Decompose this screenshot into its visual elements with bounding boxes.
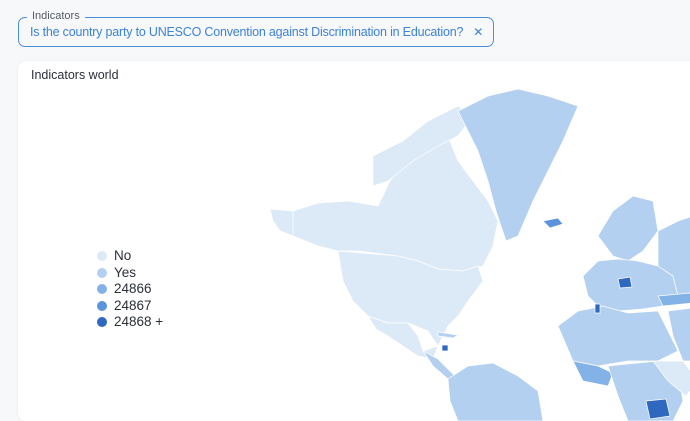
- legend-label: Yes: [114, 264, 137, 280]
- indicators-label: Indicators: [27, 9, 85, 23]
- region-north-africa[interactable]: [557, 305, 679, 367]
- legend-item-24868-plus: 24868 +: [97, 314, 163, 331]
- map-card: Indicators world: [18, 61, 690, 421]
- region-middle-east[interactable]: [667, 306, 690, 362]
- close-icon[interactable]: ✕: [473, 25, 484, 39]
- legend-label: 24866: [114, 281, 152, 297]
- country-central-america[interactable]: [422, 350, 459, 380]
- country-tanzania[interactable]: [645, 398, 671, 420]
- region-west-africa[interactable]: [572, 360, 614, 387]
- country-russia[interactable]: [657, 211, 690, 297]
- country-costa-rica[interactable]: [441, 344, 449, 352]
- legend-item-24866: 24866: [97, 281, 163, 298]
- legend-swatch: [97, 284, 107, 295]
- card-title: Indicators world: [31, 68, 119, 82]
- legend-item-no: No: [97, 248, 163, 265]
- country-iceland[interactable]: [542, 217, 564, 229]
- region-east-africa[interactable]: [652, 360, 690, 397]
- country-south-america[interactable]: [447, 362, 544, 421]
- legend-label: No: [114, 248, 132, 264]
- country-greenland[interactable]: [457, 88, 579, 242]
- legend-swatch: [97, 251, 107, 262]
- selected-indicator-chip[interactable]: Is the country party to UNESCO Conventio…: [30, 25, 464, 39]
- country-tunisia[interactable]: [594, 303, 601, 314]
- country-alaska[interactable]: [269, 208, 294, 237]
- legend-label: 24868 +: [114, 314, 164, 330]
- region-scandinavia[interactable]: [597, 195, 659, 262]
- world-map[interactable]: [18, 61, 690, 421]
- legend-swatch: [97, 267, 107, 278]
- country-romania[interactable]: [617, 276, 633, 289]
- indicators-select[interactable]: Indicators Is the country party to UNESC…: [18, 9, 495, 47]
- country-usa[interactable]: [337, 250, 484, 347]
- map-legend: No Yes 24866 24867 24868 +: [97, 248, 163, 331]
- country-mexico[interactable]: [367, 315, 439, 360]
- legend-swatch: [97, 300, 107, 311]
- region-arctic-islands[interactable]: [372, 105, 474, 187]
- legend-label: 24867: [114, 297, 152, 313]
- legend-swatch: [97, 317, 107, 328]
- country-turkey[interactable]: [657, 292, 690, 307]
- legend-item-24867: 24867: [97, 298, 163, 315]
- legend-item-yes: Yes: [97, 265, 163, 282]
- country-cuba[interactable]: [437, 331, 460, 339]
